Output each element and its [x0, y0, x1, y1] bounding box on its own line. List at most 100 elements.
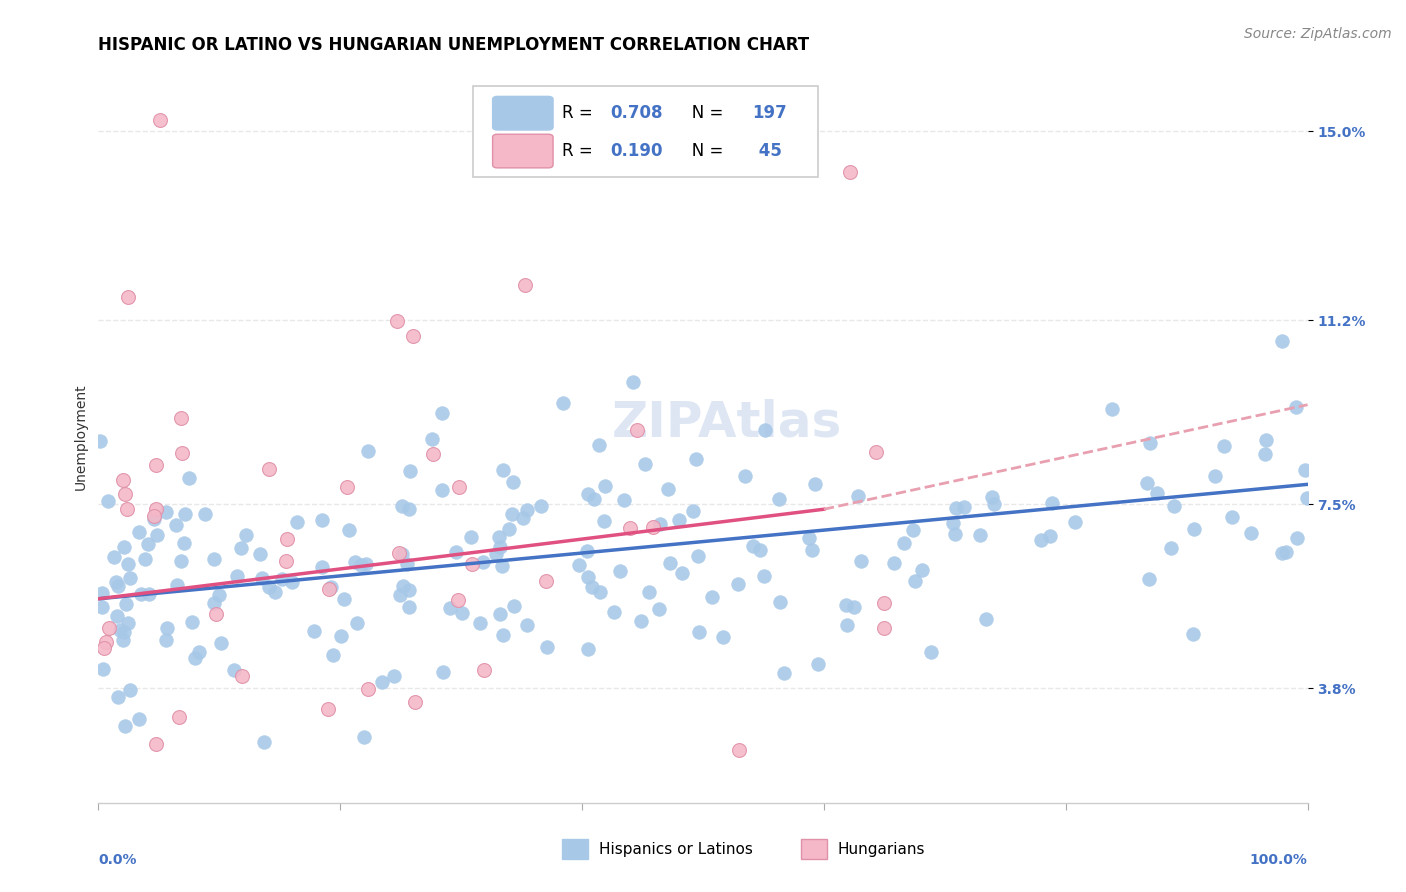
Text: R =: R =: [561, 142, 598, 160]
Point: [112, 624, 135, 639]
Point: [155, 633, 177, 648]
Point: [768, 492, 790, 507]
Point: [173, 536, 195, 550]
Point: [769, 595, 792, 609]
Point: [172, 445, 194, 459]
Point: [1254, 433, 1277, 447]
Point: [583, 491, 606, 506]
Point: [804, 477, 827, 491]
Point: [1182, 627, 1205, 641]
Point: [114, 487, 136, 501]
Point: [592, 514, 614, 528]
Point: [276, 532, 298, 546]
Point: [177, 470, 200, 484]
Point: [893, 536, 915, 550]
Point: [391, 547, 413, 561]
Text: Source: ZipAtlas.com: Source: ZipAtlas.com: [1244, 27, 1392, 41]
Point: [1294, 462, 1316, 476]
Point: [553, 396, 575, 410]
Point: [688, 624, 710, 639]
Point: [534, 574, 557, 588]
Point: [491, 558, 513, 573]
Point: [754, 423, 776, 437]
Point: [145, 502, 167, 516]
Point: [502, 475, 524, 489]
Point: [329, 629, 352, 643]
Point: [105, 609, 128, 624]
FancyBboxPatch shape: [492, 134, 553, 168]
Point: [316, 702, 339, 716]
Point: [749, 542, 772, 557]
Point: [589, 584, 612, 599]
Point: [488, 607, 510, 621]
Point: [145, 458, 167, 472]
Point: [576, 543, 599, 558]
Point: [460, 530, 482, 544]
Point: [117, 615, 139, 630]
Point: [472, 555, 495, 569]
Point: [1160, 541, 1182, 555]
Point: [1146, 486, 1168, 500]
Point: [641, 520, 664, 534]
Point: [835, 598, 858, 612]
Point: [734, 468, 756, 483]
Point: [1285, 400, 1308, 414]
Point: [319, 580, 342, 594]
Point: [488, 540, 510, 554]
Point: [1039, 529, 1062, 543]
Point: [103, 550, 125, 565]
Point: [578, 570, 600, 584]
Point: [398, 583, 420, 598]
Point: [112, 632, 135, 647]
Point: [354, 557, 377, 571]
Point: [136, 537, 159, 551]
Point: [711, 630, 734, 644]
Point: [501, 508, 523, 522]
Point: [105, 575, 128, 590]
Point: [346, 616, 368, 631]
Point: [107, 690, 129, 704]
Point: [648, 601, 671, 615]
Point: [484, 548, 506, 562]
Point: [1163, 499, 1185, 513]
Point: [117, 290, 139, 304]
Point: [648, 517, 671, 532]
Point: [502, 599, 524, 614]
Point: [93, 640, 115, 655]
Point: [588, 438, 610, 452]
Point: [208, 587, 231, 601]
Point: [536, 640, 558, 655]
Point: [700, 590, 723, 604]
Point: [447, 593, 470, 607]
Point: [402, 328, 425, 343]
Point: [332, 592, 354, 607]
Point: [576, 487, 599, 501]
Point: [98, 621, 121, 635]
Point: [671, 566, 693, 580]
Point: [202, 596, 225, 610]
Point: [911, 563, 934, 577]
Point: [638, 585, 661, 599]
Point: [252, 571, 274, 585]
Point: [491, 463, 513, 477]
Y-axis label: Unemployment: Unemployment: [73, 384, 87, 491]
Point: [688, 549, 710, 564]
Text: 0.708: 0.708: [610, 104, 662, 122]
Point: [202, 552, 225, 566]
Point: [143, 509, 166, 524]
Point: [170, 411, 193, 425]
Point: [1139, 435, 1161, 450]
Point: [613, 492, 636, 507]
Point: [512, 511, 534, 525]
Point: [253, 735, 276, 749]
Point: [839, 165, 862, 179]
Point: [619, 521, 641, 535]
Point: [488, 530, 510, 544]
Point: [516, 618, 538, 632]
Point: [568, 558, 591, 573]
Point: [981, 490, 1004, 504]
Point: [344, 555, 367, 569]
Point: [901, 523, 924, 537]
Point: [143, 512, 166, 526]
Point: [1220, 510, 1243, 524]
